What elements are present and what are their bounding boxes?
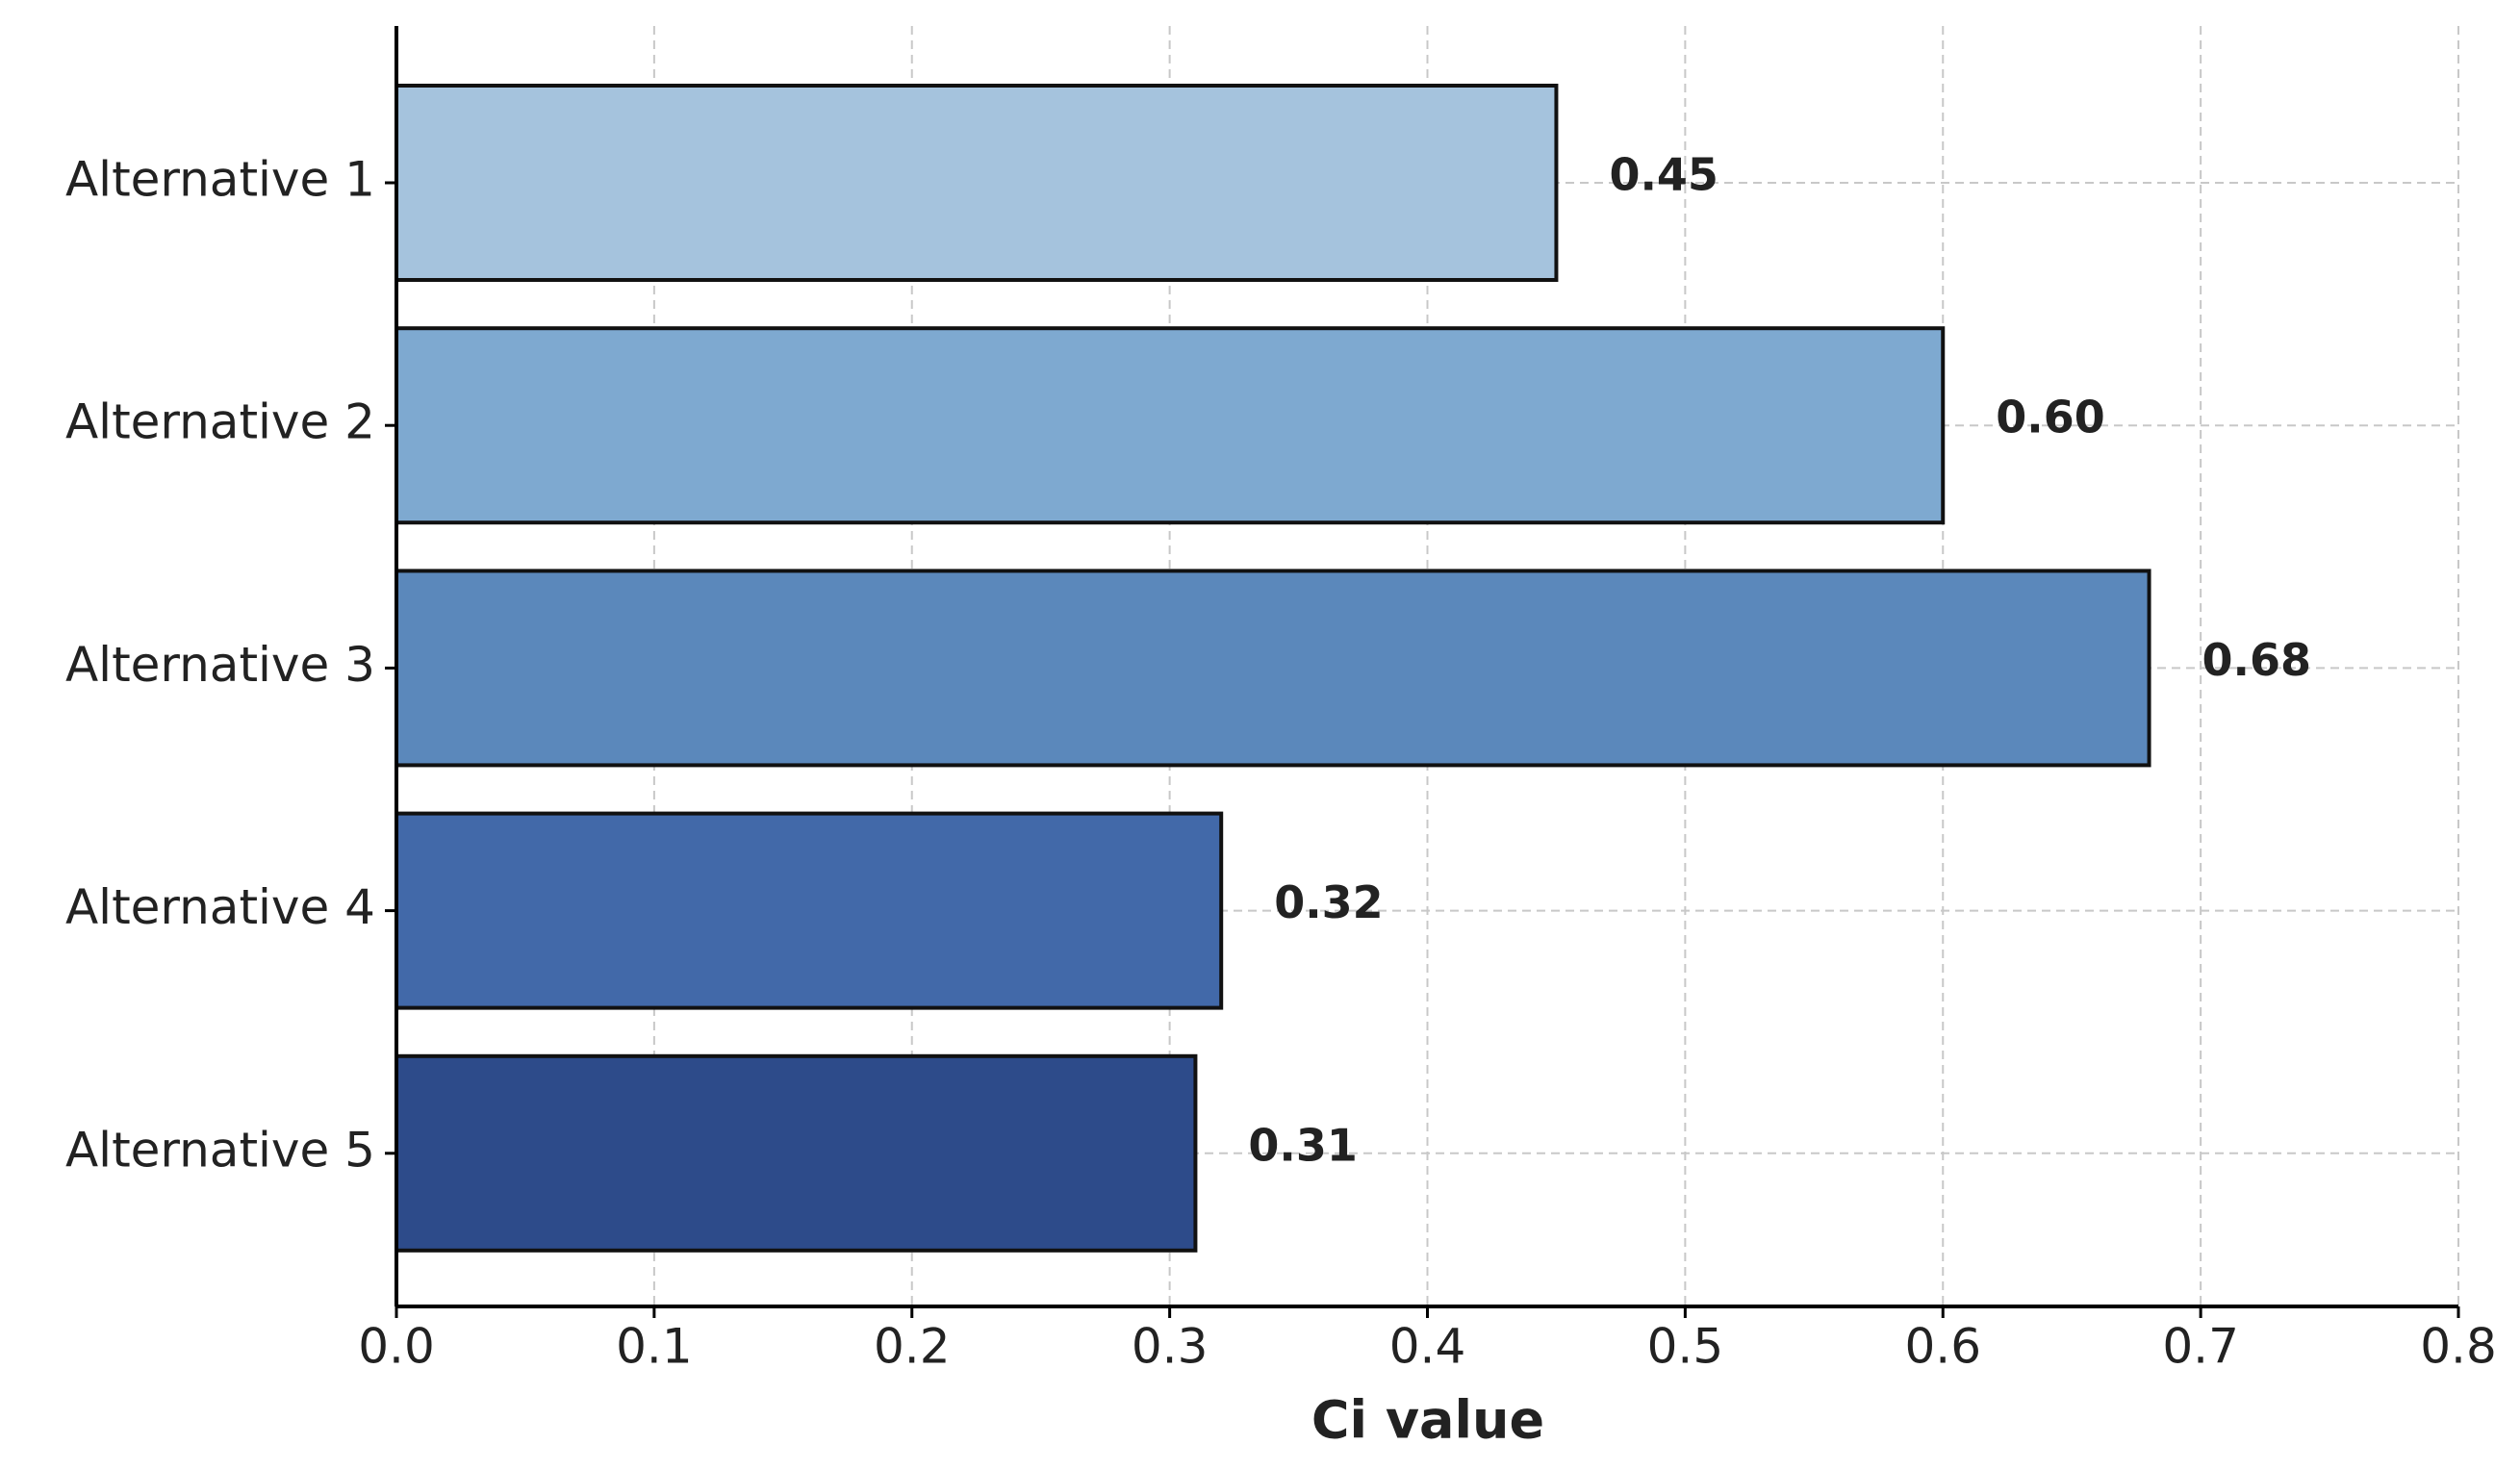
- y-tick-label: Alternative 3: [65, 637, 375, 693]
- value-label: 0.32: [1274, 876, 1384, 928]
- bar: [395, 569, 2151, 768]
- bar: [395, 811, 1224, 1010]
- x-tick-label: 0.4: [1389, 1319, 1466, 1375]
- y-tick-label: Alternative 5: [65, 1122, 375, 1178]
- bar: [395, 326, 1946, 525]
- value-label: 0.68: [2202, 634, 2312, 686]
- x-tick-label: 0.7: [2162, 1319, 2239, 1375]
- x-tick-label: 0.0: [358, 1319, 435, 1375]
- bar: [395, 84, 1559, 282]
- value-label: 0.45: [1609, 149, 1718, 201]
- x-tick-label: 0.2: [874, 1319, 951, 1375]
- y-tick-label: Alternative 4: [65, 879, 375, 935]
- y-tick-label: Alternative 1: [65, 152, 375, 208]
- bar: [395, 1053, 1198, 1253]
- value-label: 0.60: [1996, 392, 2105, 444]
- x-tick-label: 0.3: [1132, 1319, 1209, 1375]
- x-tick-label: 0.5: [1647, 1319, 1724, 1375]
- x-tick-label: 0.6: [1904, 1319, 1981, 1375]
- x-tick-label: 0.1: [616, 1319, 693, 1375]
- y-tick-label: Alternative 2: [65, 394, 375, 450]
- x-axis-label: Ci value: [1311, 1390, 1544, 1451]
- x-tick-label: 0.8: [2420, 1319, 2497, 1375]
- value-label: 0.31: [1248, 1119, 1358, 1171]
